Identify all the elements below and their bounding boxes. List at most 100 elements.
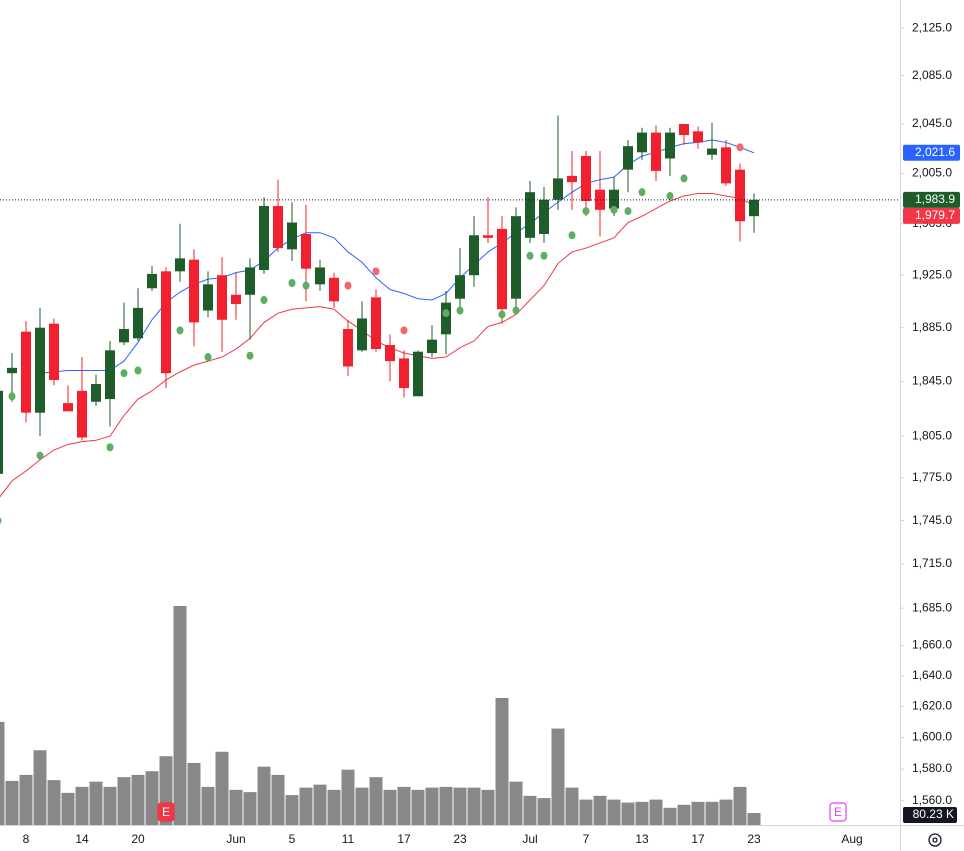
- price-label-box: [903, 207, 960, 224]
- candle-body: [301, 233, 311, 269]
- volume-bar: [229, 789, 243, 825]
- signal-marker: [134, 366, 142, 375]
- volume-bar: [103, 786, 117, 825]
- signal-marker: [372, 267, 380, 276]
- signal-marker: [8, 392, 16, 401]
- candle-body: [21, 331, 31, 413]
- volume-bar: [299, 787, 313, 825]
- y-tick-label: 1,925.0: [912, 267, 952, 281]
- volume-bar: [607, 799, 621, 825]
- candle-body: [343, 329, 353, 367]
- volume-bar: [397, 786, 411, 825]
- y-tick-label: 1,745.0: [912, 513, 952, 527]
- price-label-box: [903, 191, 960, 208]
- x-tick-label: Jun: [226, 832, 245, 846]
- candle-body: [119, 329, 129, 343]
- candle-body: [637, 132, 647, 153]
- candle-body: [287, 222, 297, 250]
- candle-body: [441, 302, 451, 335]
- volume-bar: [593, 795, 607, 825]
- volume-bar: [733, 786, 747, 825]
- volume-bar: [411, 789, 425, 825]
- signal-marker: [176, 326, 184, 335]
- candle-body: [105, 350, 115, 400]
- candle-body: [567, 175, 577, 183]
- volume-bar: [0, 721, 5, 825]
- candle-body: [161, 271, 171, 374]
- volume-bar: [495, 697, 509, 825]
- volume-bar: [271, 774, 285, 825]
- signal-marker: [344, 281, 352, 290]
- volume-bar: [705, 801, 719, 825]
- x-tick-label: 14: [75, 832, 89, 846]
- signal-marker: [540, 251, 548, 260]
- candle-body: [665, 132, 675, 159]
- signal-marker: [680, 174, 688, 183]
- volume-bar: [635, 801, 649, 825]
- y-tick-label: 1,805.0: [912, 428, 952, 442]
- x-tick-label: 17: [397, 832, 411, 846]
- signal-marker: [568, 231, 576, 240]
- settings-gear[interactable]: [928, 833, 942, 847]
- volume-bar: [61, 792, 75, 825]
- price-label: 1,979.7: [915, 208, 955, 222]
- volume-bar: [341, 769, 355, 825]
- candle-body: [273, 206, 283, 249]
- candle-body: [203, 284, 213, 311]
- price-label: 1,983.9: [915, 192, 955, 206]
- volume-bar: [691, 801, 705, 825]
- candle-body: [623, 146, 633, 170]
- candle-body: [609, 189, 619, 209]
- earnings-icon: [829, 802, 847, 822]
- settings-icon[interactable]: [928, 833, 942, 847]
- volume-bar: [131, 774, 145, 825]
- candle-body: [315, 267, 325, 285]
- x-tick-label: 7: [583, 832, 590, 846]
- candle-body: [49, 323, 59, 380]
- volume-bar: [5, 780, 19, 825]
- candle-body: [133, 307, 143, 339]
- y-tick-label: 2,085.0: [912, 68, 952, 82]
- volume-bar: [145, 771, 159, 825]
- price-label-box: [903, 144, 960, 161]
- candle-body: [77, 390, 87, 438]
- y-tick-label: 1,600.0: [912, 730, 952, 744]
- volume-bar: [551, 728, 565, 825]
- volume-bar: [425, 787, 439, 825]
- candle-body: [91, 384, 101, 402]
- volume-label: 80.23 K: [913, 807, 954, 821]
- settings-gear-center[interactable]: [932, 837, 938, 843]
- volume-bar: [481, 789, 495, 825]
- volume-bar: [215, 751, 229, 825]
- candle-body: [175, 258, 185, 272]
- earnings-label: E: [162, 805, 170, 819]
- candle-body: [721, 147, 731, 184]
- volume-bar: [355, 787, 369, 825]
- volume-bar: [523, 795, 537, 825]
- x-tick-label: 17: [691, 832, 705, 846]
- y-tick-label: 1,620.0: [912, 699, 952, 713]
- signal-marker: [204, 353, 212, 362]
- volume-bar: [243, 792, 257, 825]
- x-tick-label: 5: [289, 832, 296, 846]
- candle-body: [217, 275, 227, 320]
- candle-body: [371, 297, 381, 350]
- candle-body: [189, 259, 199, 323]
- signal-marker: [106, 443, 114, 452]
- candle-body: [147, 273, 157, 289]
- signal-marker: [36, 451, 44, 460]
- candle-body: [413, 351, 423, 397]
- candle-body: [679, 124, 689, 136]
- signal-marker: [582, 207, 590, 216]
- x-tick-label: Aug: [841, 832, 862, 846]
- candle-body: [749, 199, 759, 217]
- x-tick-label: 8: [23, 832, 30, 846]
- volume-bar: [579, 799, 593, 825]
- candle-body: [553, 178, 563, 200]
- volume-bar: [509, 781, 523, 825]
- candle-body: [385, 345, 395, 362]
- volume-bar: [719, 799, 733, 825]
- moving-average-line: [39, 139, 755, 374]
- volume-bar: [327, 789, 341, 825]
